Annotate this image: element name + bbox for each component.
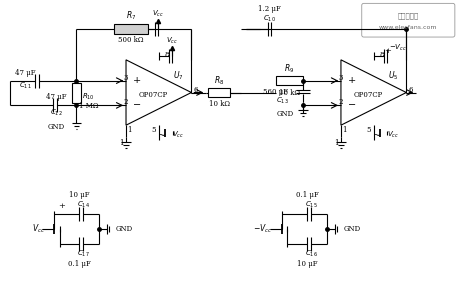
Text: 6: 6 <box>408 86 413 93</box>
Text: 47 μF: 47 μF <box>46 93 67 102</box>
Text: 0.1 μF: 0.1 μF <box>296 191 319 198</box>
Text: $-V_{cc}$: $-V_{cc}$ <box>389 43 407 53</box>
Text: 500 kΩ: 500 kΩ <box>118 36 144 44</box>
Bar <box>208 88 230 97</box>
Text: +: + <box>58 203 65 210</box>
Text: 8: 8 <box>379 51 384 59</box>
Bar <box>72 83 81 103</box>
Text: 10 kΩ: 10 kΩ <box>279 88 300 97</box>
Text: $R_7$: $R_7$ <box>126 10 136 22</box>
FancyBboxPatch shape <box>362 3 455 37</box>
Text: 5: 5 <box>366 126 371 134</box>
Text: 560 μF: 560 μF <box>263 88 288 95</box>
Text: ~: ~ <box>157 131 166 140</box>
Text: +: + <box>133 76 141 85</box>
Text: $V_{cc}$: $V_{cc}$ <box>172 130 185 140</box>
Text: 1 MΩ: 1 MΩ <box>79 102 98 110</box>
Text: $C_{16}$: $C_{16}$ <box>305 249 318 259</box>
Text: 6: 6 <box>193 86 198 93</box>
Text: $C_{13}$: $C_{13}$ <box>276 95 288 106</box>
Text: 5: 5 <box>151 126 156 134</box>
Text: OP07CP: OP07CP <box>139 91 169 100</box>
Text: GND: GND <box>276 110 294 118</box>
Text: $C_{12}$: $C_{12}$ <box>50 108 63 118</box>
Text: GND: GND <box>344 225 361 233</box>
Text: 1: 1 <box>127 126 131 134</box>
Text: 电子发烧友: 电子发烧友 <box>398 12 419 19</box>
Text: 1: 1 <box>342 126 346 134</box>
Text: +: + <box>348 76 356 85</box>
Text: $R_8$: $R_8$ <box>214 74 224 87</box>
Text: 10 kΩ: 10 kΩ <box>209 100 230 108</box>
Bar <box>113 24 148 34</box>
Text: 1: 1 <box>334 139 338 147</box>
Text: www.elecfans.com: www.elecfans.com <box>379 25 438 30</box>
Text: 10 μF: 10 μF <box>69 191 90 198</box>
Text: ~: ~ <box>373 131 381 140</box>
Text: GND: GND <box>48 123 65 131</box>
Text: $V_{cc}$: $V_{cc}$ <box>32 223 45 235</box>
Text: +: + <box>384 47 391 55</box>
Text: $V_{cc}$: $V_{cc}$ <box>152 9 164 19</box>
Text: 47 μF: 47 μF <box>15 69 35 77</box>
Text: 1.2 μF: 1.2 μF <box>258 5 281 13</box>
Text: 3: 3 <box>124 74 128 82</box>
Text: $V_{cc}$: $V_{cc}$ <box>388 130 400 140</box>
Text: $-V_{cc}$: $-V_{cc}$ <box>253 223 273 235</box>
Text: −: − <box>133 101 141 110</box>
Text: 2: 2 <box>124 98 128 107</box>
Text: −: − <box>348 101 356 110</box>
Text: $R_9$: $R_9$ <box>284 63 294 75</box>
Text: GND: GND <box>116 225 133 233</box>
Text: $V_{cc}$: $V_{cc}$ <box>166 36 178 46</box>
Bar <box>275 76 303 85</box>
Text: OP07CP: OP07CP <box>354 91 383 100</box>
Text: $C_{10}$: $C_{10}$ <box>263 14 276 24</box>
Text: $C_{15}$: $C_{15}$ <box>305 199 318 210</box>
Text: 0.1 μF: 0.1 μF <box>68 260 91 268</box>
Text: $C_{11}$: $C_{11}$ <box>19 81 31 91</box>
Text: 1: 1 <box>119 139 123 147</box>
Text: 8: 8 <box>164 51 169 59</box>
Text: $C_{17}$: $C_{17}$ <box>77 249 90 259</box>
Text: $U_5$: $U_5$ <box>388 70 399 82</box>
Text: $C_{14}$: $C_{14}$ <box>77 199 90 210</box>
Text: $R_{10}$: $R_{10}$ <box>82 92 95 102</box>
Text: $U_7$: $U_7$ <box>173 70 184 82</box>
Text: 3: 3 <box>339 74 343 82</box>
Text: 10 μF: 10 μF <box>297 260 318 268</box>
Text: 2: 2 <box>339 98 343 107</box>
